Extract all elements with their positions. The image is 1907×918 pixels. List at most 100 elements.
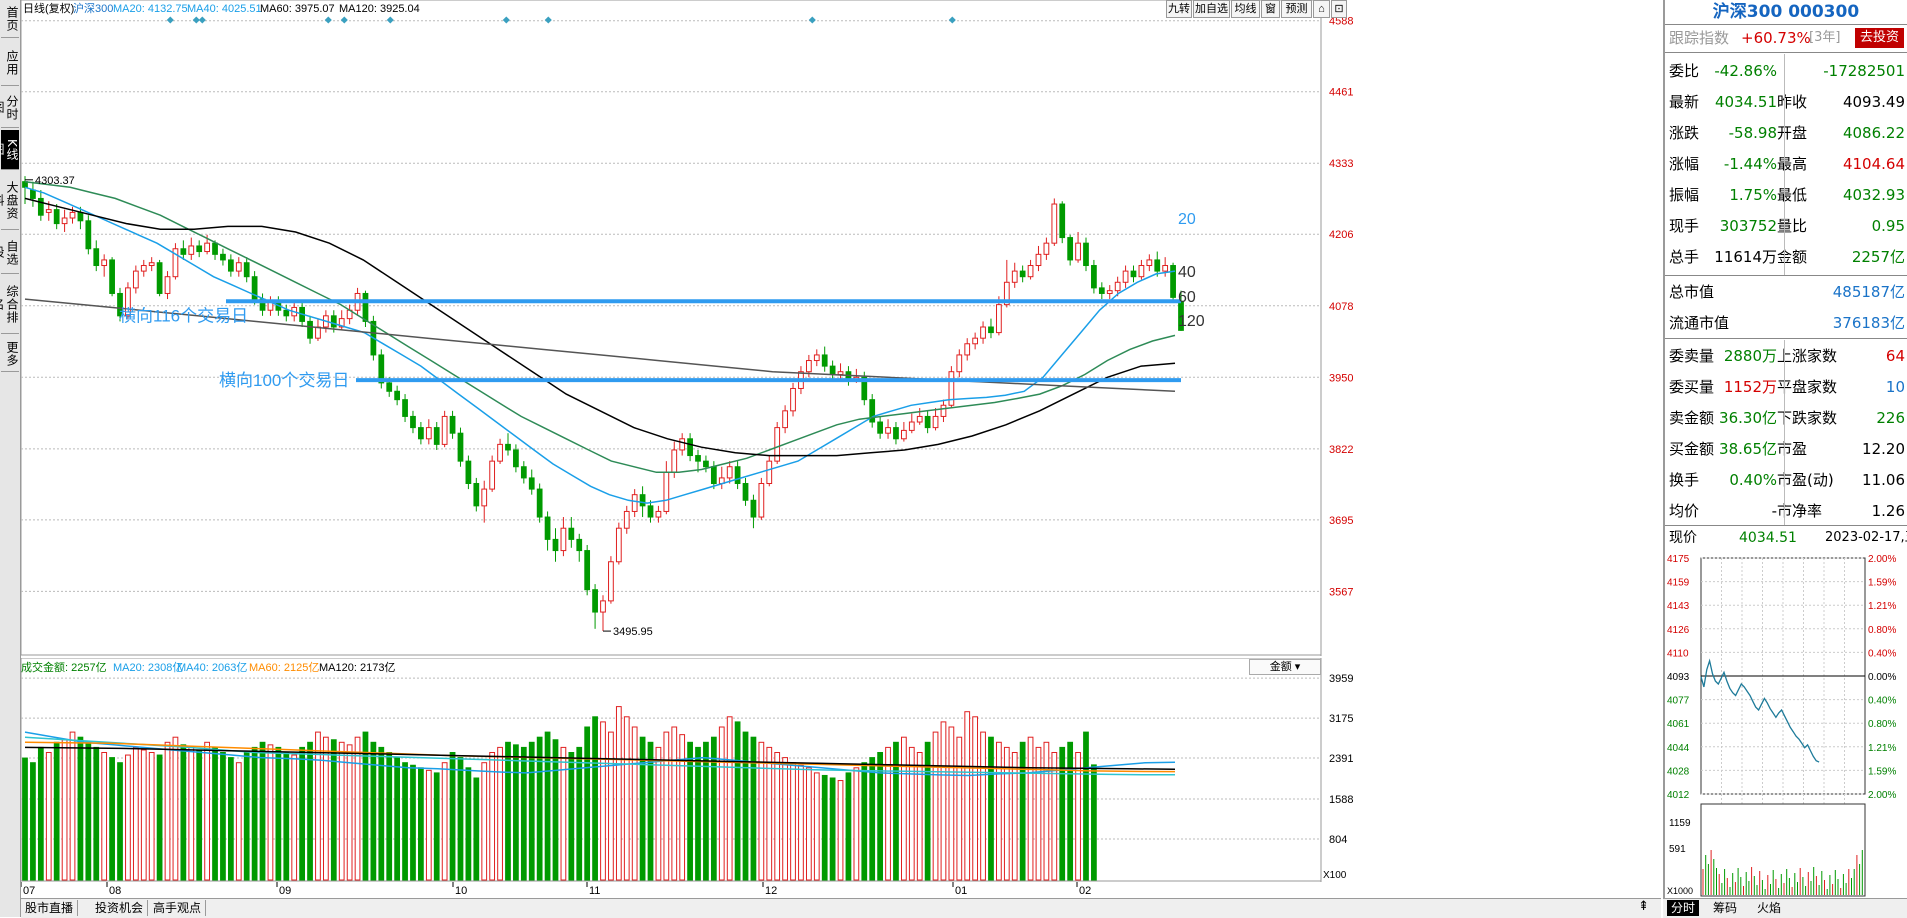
candle-body	[806, 361, 811, 372]
quote-row-label-left: 涨幅	[1669, 149, 1699, 179]
volume-bar	[1012, 753, 1017, 881]
left-tab-0[interactable]: 首页	[1, 0, 19, 38]
left-tab-4[interactable]: 大盘资料	[1, 172, 19, 230]
candle-body	[395, 391, 400, 399]
candle-body	[387, 383, 392, 391]
scroll-top-icon[interactable]: ⇞	[1638, 899, 1649, 914]
toolbar-button-3[interactable]: 窗	[1261, 0, 1280, 18]
candle	[110, 257, 115, 296]
candle-body	[450, 416, 455, 433]
candle-body	[244, 263, 249, 277]
track-index-row: 跟踪指数 +60.73% [3年] 去投资	[1669, 25, 1905, 51]
intraday-mini-chart[interactable]: 41752.00%41591.59%41431.21%41260.80%4110…	[1665, 552, 1907, 898]
kline-chart[interactable]: 458844614333420640783950382236953567九转加自…	[21, 0, 1661, 656]
volume-bar	[632, 727, 637, 880]
stat-row-value-right: 64	[1886, 341, 1905, 371]
volume-bar	[379, 747, 384, 880]
quote-row-label-right: 金额	[1777, 242, 1807, 272]
candle-body	[553, 539, 558, 550]
volume-bar	[981, 732, 986, 880]
volume-bar	[1052, 753, 1057, 881]
stat-row-label-left: 均价	[1669, 496, 1699, 526]
toolbar-button-0[interactable]: 九转	[1166, 0, 1192, 18]
mini-tab-1[interactable]: 筹码	[1709, 900, 1741, 916]
volume-bar	[236, 763, 241, 880]
volume-bar	[735, 722, 740, 880]
x-axis: 0708091011120102	[21, 882, 1661, 898]
left-tab-7[interactable]: 更多	[1, 336, 19, 372]
stat-row-value-right: 226	[1876, 403, 1905, 433]
quote-row-value-right: 4032.93	[1843, 180, 1905, 210]
quote-row-label-left: 涨跌	[1669, 118, 1699, 148]
volume-bar	[228, 758, 233, 880]
candle-body	[1155, 260, 1160, 271]
toolbar-button-6[interactable]: ⊡	[1331, 0, 1347, 18]
volume-bar	[799, 765, 804, 880]
mini-price-value: 4034.51	[1739, 526, 1797, 550]
quote-row: 振幅1.75%最低4032.93	[1669, 180, 1905, 210]
tab-live[interactable]: 股市直播	[21, 900, 78, 916]
candle-body	[791, 388, 796, 410]
volume-legend-ma120: MA120: 2173亿	[319, 661, 395, 674]
left-tab-5[interactable]: 自选股	[1, 232, 19, 274]
volume-bar	[846, 773, 851, 880]
quote-row-label-right: 量比	[1777, 211, 1807, 241]
toolbar-button-label: 九转	[1166, 0, 1192, 18]
candle-body	[1068, 238, 1073, 260]
candle-body	[1123, 271, 1128, 282]
toolbar-button-5[interactable]: ⌂	[1313, 0, 1330, 18]
invest-button[interactable]: 去投资	[1855, 28, 1904, 48]
volume-metric-dropdown[interactable]: 金额 ▾	[1249, 659, 1321, 675]
volume-bar	[308, 742, 313, 880]
quote-row: 委比-42.86%-17282501	[1669, 56, 1905, 86]
candle-body	[458, 433, 463, 461]
tab-opportunity[interactable]: 投资机会	[91, 900, 148, 916]
price-tick-label: 4078	[1329, 301, 1353, 313]
candle-body	[902, 430, 907, 438]
candle-body	[86, 221, 91, 249]
mini-tab-2[interactable]: 火焰	[1753, 900, 1785, 916]
candle-body	[569, 528, 574, 539]
quote-row: 现手303752量比0.95	[1669, 211, 1905, 241]
volume-bar	[31, 763, 36, 880]
volume-bar	[1028, 737, 1033, 880]
mini-left-tick: 4028	[1667, 766, 1690, 777]
month-label: 08	[109, 885, 121, 897]
candle-body	[1052, 204, 1057, 243]
quote-row-label-right: 昨收	[1777, 87, 1807, 117]
volume-bar	[474, 778, 479, 880]
volume-chart[interactable]: 3959317523911588804X100成交金额: 2257亿MA20: …	[21, 658, 1661, 882]
stat-row-value-right: 1.26	[1872, 496, 1905, 526]
candle-body	[133, 271, 138, 288]
tab-expert[interactable]: 高手观点	[149, 900, 206, 916]
month-label: 02	[1079, 885, 1091, 897]
toolbar-button-2[interactable]: 均线	[1231, 0, 1260, 18]
left-tab-1[interactable]: 应用	[1, 40, 19, 86]
mini-tab-0[interactable]: 分时	[1667, 900, 1699, 916]
left-tab-2[interactable]: 分时图	[1, 88, 19, 128]
stat-row-label-left: 委卖量	[1669, 341, 1714, 371]
candle-body	[434, 428, 439, 445]
toolbar-button-4[interactable]: 预测	[1281, 0, 1312, 18]
candle-body	[672, 450, 677, 472]
volume-bar	[601, 722, 606, 880]
left-tab-6[interactable]: 综合排名	[1, 276, 19, 334]
volume-bar	[292, 755, 297, 880]
quote-row-value-left: 4034.51	[1715, 87, 1777, 117]
volume-bar	[719, 727, 724, 880]
month-label: 09	[279, 885, 291, 897]
toolbar-button-1[interactable]: 加自选	[1193, 0, 1230, 18]
volume-bar	[276, 747, 281, 880]
volume-bar	[886, 747, 891, 880]
candle	[1052, 198, 1057, 246]
stat-row-label-right: 平盘家数	[1777, 372, 1837, 402]
legend-ma20: MA20: 4132.75	[113, 3, 188, 15]
mini-left-tick: 4143	[1667, 601, 1690, 612]
candle-body	[585, 551, 590, 590]
candle-body	[577, 539, 582, 550]
mini-left-tick: 4077	[1667, 696, 1690, 707]
quote-row-label-right: 最低	[1777, 180, 1807, 210]
left-tab-3[interactable]: K线图	[1, 130, 19, 170]
volume-bar	[577, 747, 582, 880]
candle-body	[997, 305, 1002, 333]
